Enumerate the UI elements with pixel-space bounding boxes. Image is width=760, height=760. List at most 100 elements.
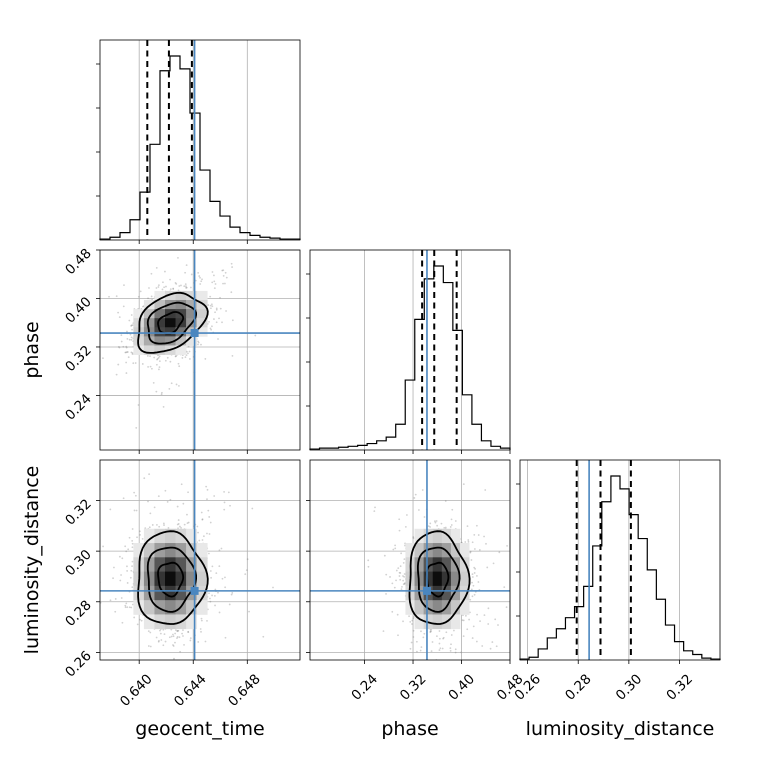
sample-point — [165, 285, 167, 288]
sample-point — [412, 617, 415, 620]
sample-point — [200, 671, 202, 673]
sample-point — [156, 358, 158, 361]
sample-point — [102, 545, 104, 548]
sample-point — [469, 611, 471, 614]
sample-point — [200, 630, 202, 633]
sample-point — [178, 285, 181, 287]
sample-point — [494, 618, 497, 621]
sample-point — [435, 635, 438, 638]
density-cell — [175, 327, 187, 337]
density-cell — [450, 528, 461, 544]
sample-point — [159, 629, 161, 632]
sample-point — [131, 560, 134, 563]
density-cell — [196, 309, 208, 319]
sample-point — [222, 282, 224, 285]
sample-point — [175, 629, 177, 632]
sample-point — [200, 280, 203, 283]
density-cell — [196, 300, 208, 310]
sample-point — [409, 620, 412, 623]
sample-point — [211, 594, 213, 597]
sample-point — [160, 639, 163, 641]
sample-point — [231, 266, 234, 268]
sample-point — [214, 588, 217, 591]
contour-2 — [146, 546, 197, 613]
sample-point — [126, 606, 129, 609]
sample-point — [126, 351, 128, 353]
density-cell — [175, 336, 187, 346]
density-cell — [143, 318, 155, 328]
density-cell — [186, 336, 198, 346]
sample-point — [169, 278, 171, 281]
sample-point — [423, 632, 426, 635]
sample-point — [129, 333, 132, 336]
sample-point — [185, 286, 188, 289]
sample-point — [208, 592, 210, 595]
sample-point — [468, 618, 471, 621]
density-cell — [186, 614, 198, 630]
panel-hist-luminosity_distance: 0.26 0.28 0.30 0.32 — [511, 459, 721, 704]
sample-point — [112, 577, 114, 580]
sample-point — [398, 518, 401, 521]
sample-point — [487, 747, 489, 749]
sample-point — [170, 635, 173, 638]
sample-point — [187, 630, 190, 633]
sample-point — [413, 497, 416, 499]
sample-point — [184, 283, 187, 286]
sample-point — [450, 634, 453, 636]
axes-frame — [309, 459, 511, 661]
sample-point — [160, 393, 163, 396]
sample-point — [172, 645, 175, 647]
sample-point — [444, 526, 447, 529]
sample-point — [382, 630, 385, 633]
sample-point — [398, 571, 401, 574]
sample-point — [435, 520, 438, 522]
sample-point — [126, 337, 129, 340]
sample-point — [404, 525, 407, 528]
x-tick-label-geocent_time: 0.644 — [171, 671, 210, 710]
sample-point — [170, 628, 173, 631]
sample-point — [399, 565, 402, 568]
sample-point — [205, 451, 207, 453]
sample-point — [150, 272, 153, 275]
sample-point — [155, 287, 158, 289]
sample-point — [146, 355, 149, 357]
sample-point — [122, 345, 125, 348]
sample-point — [98, 516, 100, 518]
sample-point — [442, 637, 445, 640]
contour-3 — [137, 530, 209, 625]
sample-point — [127, 548, 130, 551]
sample-point — [143, 477, 146, 480]
density-cell — [450, 600, 461, 615]
sample-point — [147, 366, 149, 368]
density-cell — [450, 571, 461, 587]
sample-point — [153, 356, 156, 359]
sample-point — [162, 522, 165, 525]
sample-point — [392, 548, 395, 551]
sample-point — [164, 489, 167, 492]
sample-point — [124, 545, 127, 548]
density-cell — [154, 318, 166, 328]
sample-point — [413, 616, 415, 618]
sample-point — [197, 340, 199, 343]
density-cell — [175, 345, 187, 355]
density-cell — [143, 600, 155, 615]
sample-point — [449, 649, 452, 652]
x-tick-label-luminosity_distance: 0.30 — [613, 671, 646, 704]
sample-point — [436, 439, 438, 441]
sample-point — [149, 645, 152, 648]
sample-point — [180, 483, 183, 486]
sample-point — [471, 637, 474, 639]
sample-point — [172, 288, 175, 290]
sample-point — [391, 610, 394, 613]
sample-point — [208, 516, 211, 518]
sample-point — [176, 637, 178, 640]
sample-point — [151, 524, 154, 526]
sample-point — [109, 508, 112, 511]
sample-point — [119, 579, 122, 582]
sample-point — [450, 643, 452, 646]
sample-point — [211, 325, 213, 328]
density-cell — [441, 557, 452, 572]
sample-point — [128, 536, 131, 539]
contour-3 — [408, 530, 471, 625]
sample-point — [117, 311, 120, 314]
